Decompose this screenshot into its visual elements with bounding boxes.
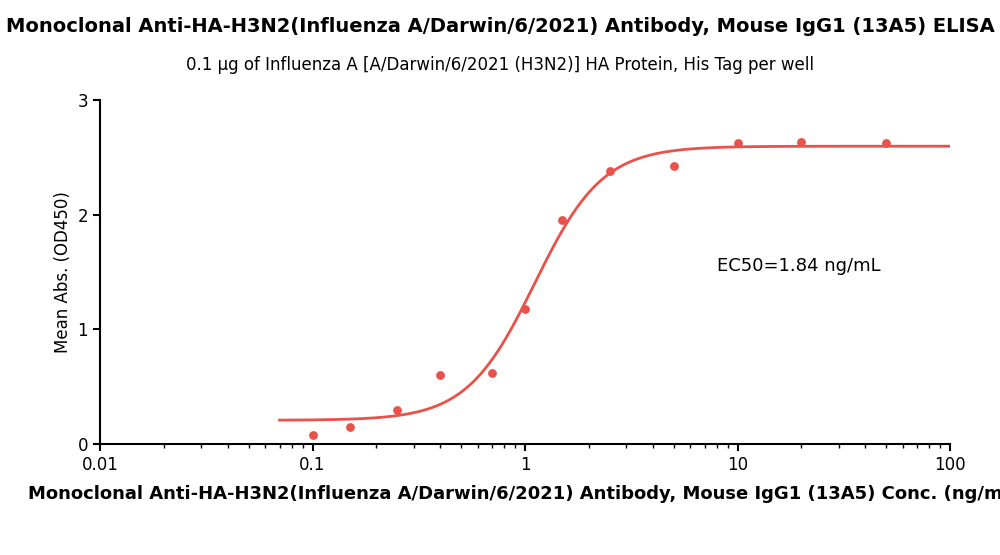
Text: 0.1 μg of Influenza A [A/Darwin/6/2021 (H3N2)] HA Protein, His Tag per well: 0.1 μg of Influenza A [A/Darwin/6/2021 (… [186, 56, 814, 73]
Point [432, 371, 448, 380]
Text: EC50=1.84 ng/mL: EC50=1.84 ng/mL [717, 257, 881, 275]
Point [602, 166, 618, 175]
Point [554, 216, 570, 225]
X-axis label: Monoclonal Anti-HA-H3N2(Influenza A/Darwin/6/2021) Antibody, Mouse IgG1 (13A5) C: Monoclonal Anti-HA-H3N2(Influenza A/Darw… [28, 485, 1000, 503]
Point [342, 422, 358, 431]
Point [730, 139, 746, 148]
Point [793, 138, 809, 147]
Point [517, 304, 533, 313]
Point [484, 369, 500, 377]
Point [878, 139, 894, 148]
Y-axis label: Mean Abs. (OD450): Mean Abs. (OD450) [54, 191, 72, 353]
Text: Monoclonal Anti-HA-H3N2(Influenza A/Darwin/6/2021) Antibody, Mouse IgG1 (13A5) E: Monoclonal Anti-HA-H3N2(Influenza A/Darw… [6, 17, 994, 36]
Point [666, 162, 682, 171]
Point [304, 430, 320, 439]
Point [389, 405, 405, 414]
